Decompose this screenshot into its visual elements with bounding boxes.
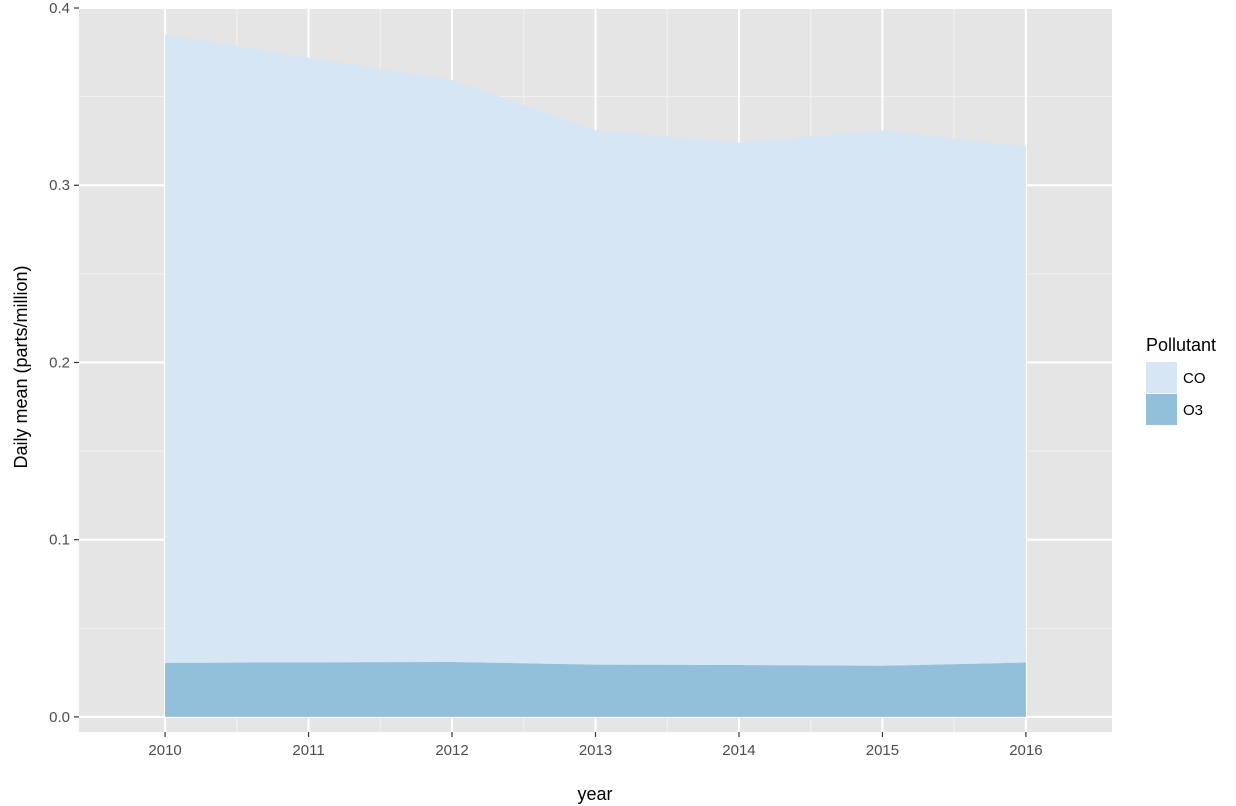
y-tick-label: 0.4 — [49, 0, 70, 17]
x-tick-label: 2016 — [1009, 742, 1042, 759]
legend-label-co: CO — [1183, 370, 1206, 387]
legend: Pollutant CO O3 — [1146, 335, 1216, 425]
y-tick-label: 0.3 — [49, 177, 70, 194]
x-tick-label: 2014 — [722, 742, 755, 759]
x-tick-label: 2013 — [579, 742, 612, 759]
y-tick-label: 0.1 — [49, 532, 70, 549]
legend-key-o3 — [1146, 394, 1177, 425]
legend-key-co — [1146, 362, 1177, 393]
x-axis-title: year — [577, 784, 612, 804]
y-axis-title: Daily mean (parts/million) — [11, 265, 31, 468]
x-tick-label: 2012 — [435, 742, 468, 759]
y-axis: 0.0 0.1 0.2 0.3 0.4 — [49, 0, 79, 726]
legend-title: Pollutant — [1146, 335, 1216, 355]
x-axis: 2010 2011 2012 2013 2014 2015 2016 — [148, 732, 1043, 759]
x-tick-label: 2011 — [292, 742, 324, 759]
area-co — [165, 34, 1026, 666]
y-tick-label: 0.2 — [49, 354, 70, 371]
x-tick-label: 2010 — [148, 742, 181, 759]
area-series — [165, 34, 1026, 717]
area-o3 — [165, 661, 1026, 717]
y-tick-label: 0.0 — [49, 709, 70, 726]
legend-label-o3: O3 — [1183, 402, 1203, 419]
x-tick-label: 2015 — [866, 742, 899, 759]
